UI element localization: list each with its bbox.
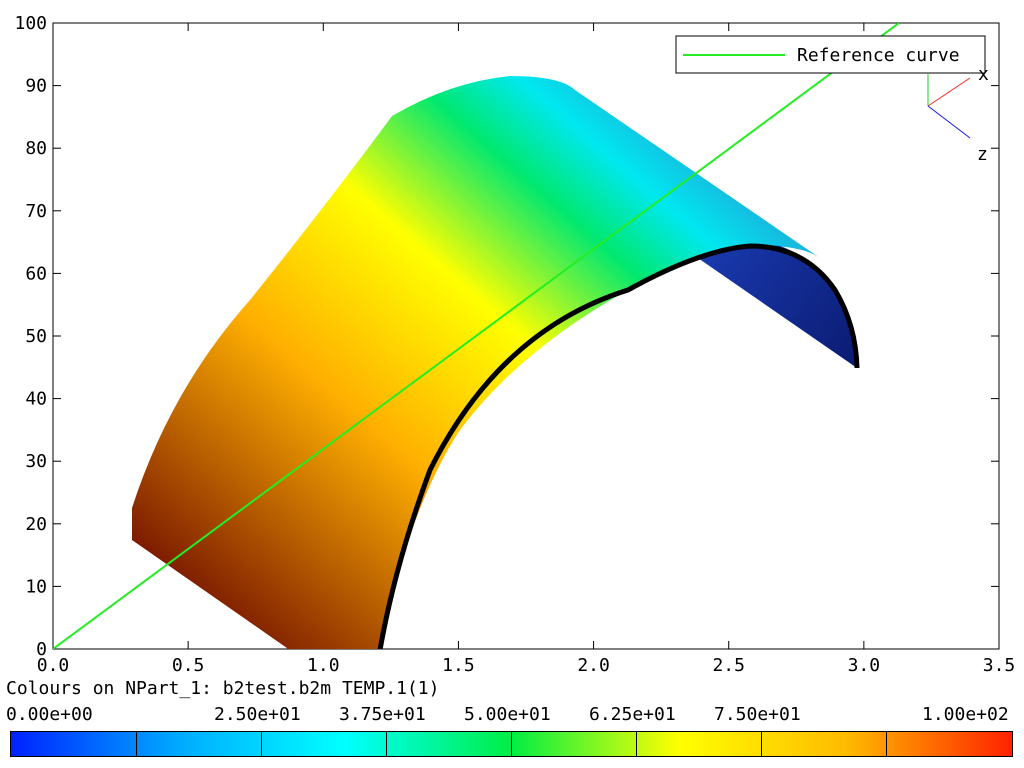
y-tick-label: 90 xyxy=(25,76,47,97)
shell-edge-curve xyxy=(377,243,860,649)
colorbar-divider xyxy=(136,732,137,756)
colorbar-caption: Colours on NPart_1: b2test.b2m TEMP.1(1) xyxy=(6,678,440,699)
y-tick-label: 50 xyxy=(25,326,47,347)
x-axis-ticks: 0.0 0.5 1.0 1.5 2.0 2.5 3.0 3.5 xyxy=(37,23,1016,676)
x-tick-label: 3.0 xyxy=(848,655,881,676)
y-tick-label: 40 xyxy=(25,389,47,410)
shell-end-cap xyxy=(695,245,857,368)
axes-frame: 0.0 0.5 1.0 1.5 2.0 2.5 3.0 3.5 0 10 20 30 40 50 60 70… xyxy=(14,13,1015,676)
y-tick-label: 0 xyxy=(36,639,47,660)
colorbar-divider xyxy=(511,732,512,756)
y-tick-label: 30 xyxy=(25,451,47,472)
x-tick-label: 2.0 xyxy=(577,655,610,676)
cylindrical-shell-surface[interactable] xyxy=(132,76,860,710)
x-tick-label: 1.5 xyxy=(442,655,475,676)
y-axis-ticks: 0 10 20 30 40 50 60 70 80 90 100 xyxy=(14,13,999,660)
colorbar-label: 6.25e+01 xyxy=(589,704,676,725)
axis-triad: x z xyxy=(927,64,989,165)
y-tick-label: 20 xyxy=(25,514,47,535)
x-tick-label: 1.0 xyxy=(307,655,340,676)
triad-z-label: z xyxy=(977,144,988,165)
triad-z-axis xyxy=(927,105,971,139)
series-layer xyxy=(53,23,900,649)
shell-outer-face xyxy=(132,76,820,649)
y-tick-label: 80 xyxy=(25,138,47,159)
y-tick-label: 100 xyxy=(14,13,47,34)
colorbar-divider xyxy=(886,732,887,756)
colorbar-label: 7.50e+01 xyxy=(714,704,801,725)
y-tick-label: 10 xyxy=(25,576,47,597)
colorbar-label: 3.75e+01 xyxy=(339,704,426,725)
x-tick-label: 2.5 xyxy=(712,655,745,676)
colorbar-label: 5.00e+01 xyxy=(464,704,551,725)
colorbar-divider xyxy=(261,732,262,756)
colorbar-divider xyxy=(636,732,637,756)
colorbar[interactable] xyxy=(10,731,1013,757)
y-tick-label: 70 xyxy=(25,201,47,222)
series-line-reference-curve xyxy=(53,23,900,649)
x-tick-label: 0.5 xyxy=(172,655,205,676)
x-tick-label: 0.0 xyxy=(37,655,70,676)
colorbar-label: 0.00e+00 xyxy=(6,704,93,725)
triad-x-axis xyxy=(927,77,971,107)
legend[interactable]: Reference curve xyxy=(675,35,986,74)
y-tick-label: 60 xyxy=(25,263,47,284)
colorbar-divider xyxy=(761,732,762,756)
triad-x-label: x xyxy=(978,64,989,85)
colorbar-label: 2.50e+01 xyxy=(214,704,301,725)
colorbar-label: 1.00e+02 xyxy=(922,704,1009,725)
colorbar-divider xyxy=(386,732,387,756)
legend-label-reference-curve: Reference curve xyxy=(797,45,960,66)
x-tick-label: 3.5 xyxy=(983,655,1016,676)
